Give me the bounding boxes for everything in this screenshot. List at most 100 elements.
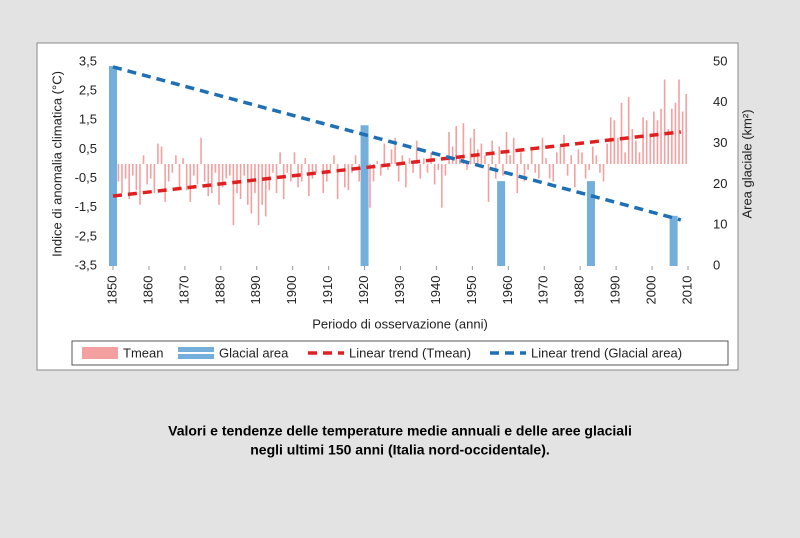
tmean-bar <box>667 129 670 164</box>
tmean-bar <box>426 164 429 173</box>
tmean-bar <box>627 96 630 164</box>
tmean-bar <box>167 164 170 182</box>
tmean-bar <box>620 102 623 164</box>
tmean-bar <box>480 143 483 164</box>
trend-line <box>112 65 682 222</box>
tmean-bar <box>476 149 479 164</box>
tmean-bar <box>498 146 501 164</box>
tmean-bar <box>487 164 490 202</box>
tmean-bar <box>185 164 188 191</box>
x-tick-label: 1890 <box>248 276 263 305</box>
tmean-bar <box>214 164 217 173</box>
tmean-bar <box>451 146 454 164</box>
tmean-bar <box>577 149 580 164</box>
tmean-bar <box>502 164 504 176</box>
tmean-bar <box>193 164 195 176</box>
tmean-bar <box>602 164 605 182</box>
tmean-bar <box>538 164 540 179</box>
tmean-bar <box>124 164 127 179</box>
tmean-bar <box>304 158 307 164</box>
tmean-bar <box>548 164 551 179</box>
tmean-bar <box>211 164 213 194</box>
tmean-bar <box>566 164 569 176</box>
tmean-bar <box>394 137 396 164</box>
tmean-bar <box>423 158 425 164</box>
y-tick-label: 0,5 <box>79 141 97 156</box>
y-tick-label: -3,5 <box>75 257 97 272</box>
y-tick-label: -1,5 <box>75 199 97 214</box>
tmean-bar <box>509 155 511 164</box>
tmean-bar <box>308 164 310 197</box>
y2-tick-label: 0 <box>713 257 720 272</box>
tmean-bar <box>207 164 210 197</box>
y2-tick-label: 30 <box>713 135 727 150</box>
tmean-bar <box>272 164 274 173</box>
tmean-bar <box>131 164 134 176</box>
tmean-bar <box>405 164 407 188</box>
tmean-bar <box>243 164 245 176</box>
tmean-bar <box>171 164 174 173</box>
x-tick-label: 1850 <box>104 276 119 305</box>
tmean-bar <box>415 140 418 164</box>
tmean-bar <box>408 158 411 164</box>
tmean-bar <box>196 164 199 185</box>
x-axis-title: Periodo di osservazione (anni) <box>312 316 488 331</box>
tmean-bar <box>441 164 443 208</box>
tmean-bar <box>300 164 303 182</box>
tmean-bar <box>401 155 404 164</box>
tmean-bar <box>527 164 529 170</box>
y-tick-label: -0,5 <box>75 170 97 185</box>
tmean-bar <box>121 164 123 194</box>
tmean-bar <box>397 164 400 182</box>
tmean-bar <box>344 164 346 188</box>
tmean-bar <box>369 164 371 208</box>
tmean-bar <box>520 152 522 164</box>
tmean-bar <box>448 131 450 164</box>
tmean-bar <box>685 94 688 164</box>
tmean-bar <box>556 152 558 164</box>
x-tick-label: 1870 <box>176 276 191 305</box>
tmean-bar <box>275 164 278 194</box>
tmean-bar <box>149 164 152 179</box>
y-axis-title: Indice di anomalia climatica (°C) <box>49 71 64 257</box>
x-tick-label: 1880 <box>212 276 227 305</box>
tmean-bar <box>232 164 235 226</box>
tmean-bar <box>613 120 616 164</box>
tmean-bar <box>505 131 508 164</box>
tmean-bar <box>383 143 386 164</box>
chart-panel <box>36 42 739 371</box>
x-tick-label: 1920 <box>356 276 371 305</box>
tmean-bar <box>606 143 608 164</box>
tmean-bar <box>591 146 594 164</box>
tmean-bar <box>322 164 325 194</box>
tmean-bar <box>469 137 472 164</box>
tmean-bar <box>437 164 440 170</box>
x-tick-label: 1940 <box>428 276 443 305</box>
tmean-bar <box>117 164 120 182</box>
tmean-bar <box>229 164 231 176</box>
legend-label: Linear trend (Tmean) <box>349 345 471 360</box>
tmean-bar <box>178 164 181 188</box>
legend-label: Tmean <box>123 345 163 360</box>
tmean-bar <box>516 164 519 194</box>
tmean-bar <box>681 111 684 164</box>
tmean-bar <box>635 140 637 164</box>
tmean-bar <box>459 158 461 164</box>
tmean-bar <box>545 158 547 164</box>
tmean-bar <box>530 146 533 164</box>
tmean-bar <box>574 164 576 188</box>
tmean-bar <box>279 152 281 164</box>
glacial-bar <box>360 125 369 267</box>
x-tick-label: 1950 <box>464 276 479 305</box>
tmean-bar <box>484 155 486 164</box>
tmean-bar <box>645 120 648 164</box>
x-tick-label: 1960 <box>500 276 515 305</box>
tmean-bar <box>293 152 296 164</box>
tmean-bar <box>128 164 130 199</box>
tmean-bar <box>347 164 350 191</box>
tmean-bar <box>175 155 177 164</box>
tmean-bar <box>379 164 382 176</box>
tmean-bar <box>315 164 317 173</box>
tmean-bar <box>563 134 565 164</box>
tmean-bar <box>354 155 357 164</box>
